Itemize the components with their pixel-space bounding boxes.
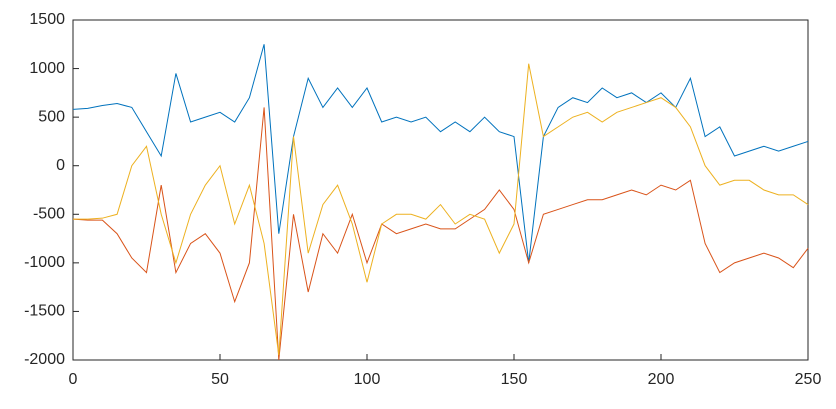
y-tick-label: -2000 [24,351,65,368]
x-tick-label: 50 [211,371,229,388]
series-line [73,63,809,356]
x-tick-label: 250 [795,371,822,388]
y-tick-label: -500 [33,206,65,223]
y-tick-label: 1500 [29,11,65,28]
x-tick-label: 0 [69,371,78,388]
axes-box [72,19,809,361]
x-tick-label: 100 [354,371,381,388]
y-tick-label: -1000 [24,254,65,271]
y-tick-label: -1500 [24,303,65,320]
x-tick-label: 200 [648,371,675,388]
x-tick-label: 150 [501,371,528,388]
series-line [72,44,809,263]
y-tick-label: 0 [56,157,65,174]
y-tick-label: 1000 [29,60,65,77]
series-line [72,107,809,361]
y-tick-label: 500 [38,108,65,125]
